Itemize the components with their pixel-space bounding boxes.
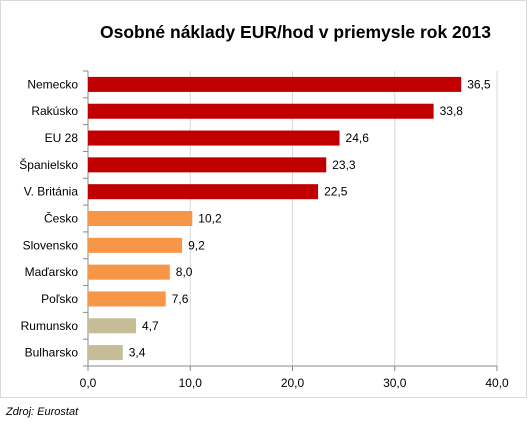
bar	[88, 237, 183, 253]
data-label: 33,8	[440, 104, 464, 118]
category-label: Bulharsko	[25, 346, 79, 360]
bar-chart: 0,0 10,0 20,0 30,0 40,0 Nemecko 36,5 Rakúsko 33,…	[19, 70, 509, 390]
data-label: 36,5	[467, 77, 491, 91]
bar	[88, 318, 137, 334]
source-note: Zdroj: Eurostat	[6, 406, 79, 418]
data-label: 8,0	[176, 265, 193, 279]
x-tick-label: 40,0	[485, 376, 509, 390]
data-label: 10,2	[198, 212, 222, 226]
data-label: 3,4	[129, 346, 146, 360]
category-label: Slovensko	[23, 238, 79, 252]
x-tick-label: 0,0	[80, 376, 97, 390]
data-label: 4,7	[142, 319, 159, 333]
category-label: Rakúsko	[31, 104, 78, 118]
x-tick-label: 10,0	[179, 376, 203, 390]
category-label: V. Británia	[24, 185, 79, 199]
category-label: Rumunsko	[21, 319, 79, 333]
x-tick-label: 30,0	[383, 376, 407, 390]
category-label: Česko	[44, 211, 78, 226]
data-label: 23,3	[332, 158, 356, 172]
bar	[88, 76, 462, 92]
x-tick-label: 20,0	[281, 376, 305, 390]
category-label: Poľsko	[41, 292, 78, 306]
bar	[88, 184, 319, 200]
bar	[88, 264, 170, 280]
bar	[88, 291, 166, 307]
category-label: Nemecko	[27, 77, 78, 91]
bar	[88, 103, 434, 119]
data-label: 9,2	[188, 238, 205, 252]
bar	[88, 345, 123, 361]
category-label: EU 28	[45, 131, 79, 145]
chart-title: Osobné náklady EUR/hod v priemysle rok 2…	[100, 22, 491, 42]
bar	[88, 130, 340, 146]
bar	[88, 210, 193, 227]
data-label: 22,5	[324, 185, 348, 199]
category-label: Španielsko	[19, 157, 78, 172]
data-label: 24,6	[346, 131, 370, 145]
category-label: Maďarsko	[25, 265, 79, 279]
bar	[88, 157, 327, 173]
data-label: 7,6	[172, 292, 189, 306]
